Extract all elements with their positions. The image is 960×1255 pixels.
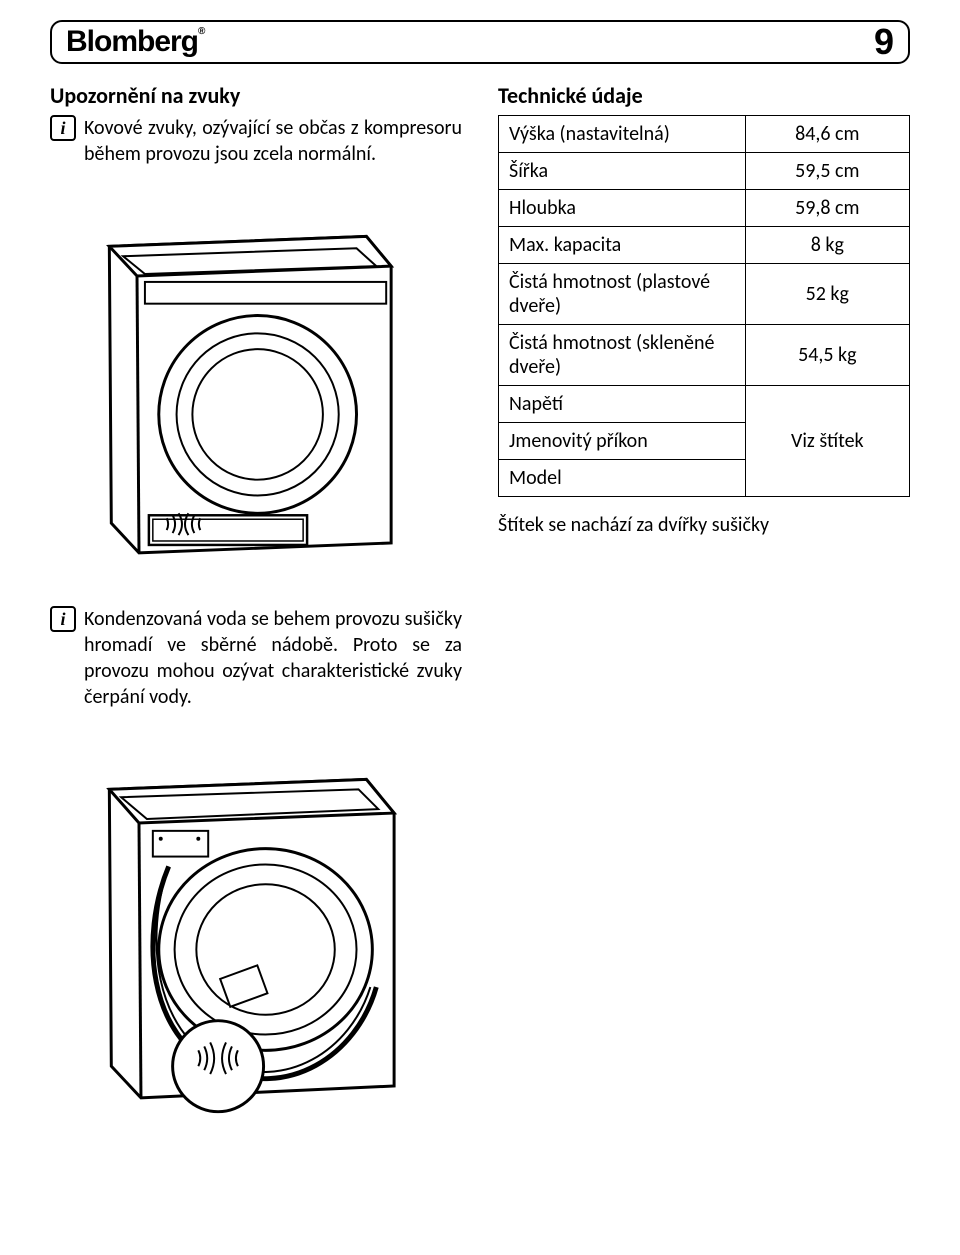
dryer-front-illustration	[50, 187, 446, 583]
table-row: Šířka 59,5 cm	[499, 153, 910, 190]
right-column: Technické údaje Výška (nastavitelná) 84,…	[498, 82, 910, 1148]
spec-label: Model	[499, 460, 746, 497]
spec-label: Jmenovitý příkon	[499, 423, 746, 460]
spec-value: 59,5 cm	[745, 153, 909, 190]
spec-label: Napětí	[499, 386, 746, 423]
info-note-1-text: Kovové zvuky, ozývající se občas z kompr…	[84, 115, 462, 167]
spec-label: Výška (nastavitelná)	[499, 116, 746, 153]
dryer-rear-illustration	[50, 730, 446, 1126]
table-row: Čistá hmotnost (plastové dveře) 52 kg	[499, 264, 910, 325]
tech-specs-table: Výška (nastavitelná) 84,6 cm Šířka 59,5 …	[498, 115, 910, 497]
label-location-caption: Štítek se nachází za dvířky sušičky	[498, 513, 910, 537]
spec-label: Čistá hmotnost (skleněné dveře)	[499, 325, 746, 386]
info-icon: i	[50, 606, 76, 632]
tech-specs-heading: Technické údaje	[498, 82, 910, 109]
table-row: Čistá hmotnost (skleněné dveře) 54,5 kg	[499, 325, 910, 386]
spec-value: 8 kg	[745, 227, 909, 264]
spec-value	[745, 460, 909, 497]
header-bar: Blomberg® 9	[50, 20, 910, 64]
table-row: Výška (nastavitelná) 84,6 cm	[499, 116, 910, 153]
registered-icon: ®	[198, 26, 204, 37]
info-icon: i	[50, 115, 76, 141]
spec-label: Šířka	[499, 153, 746, 190]
page-number: 9	[874, 21, 894, 63]
sound-notice-heading: Upozornění na zvuky	[50, 82, 462, 109]
spec-value: 84,6 cm	[745, 116, 909, 153]
spec-label: Max. kapacita	[499, 227, 746, 264]
spec-value: 59,8 cm	[745, 190, 909, 227]
table-row: Model	[499, 460, 910, 497]
spec-value: 52 kg	[745, 264, 909, 325]
info-note-2: i Kondenzovaná voda se behem provozu suš…	[50, 606, 462, 710]
table-row: Napětí	[499, 386, 910, 423]
table-row: Hloubka 59,8 cm	[499, 190, 910, 227]
table-row: Jmenovitý příkon Viz štítek	[499, 423, 910, 460]
spec-value: 54,5 kg	[745, 325, 909, 386]
spec-label: Čistá hmotnost (plastové dveře)	[499, 264, 746, 325]
table-row: Max. kapacita 8 kg	[499, 227, 910, 264]
info-note-1: i Kovové zvuky, ozývající se občas z kom…	[50, 115, 462, 167]
two-column-layout: Upozornění na zvuky i Kovové zvuky, ozýv…	[50, 82, 910, 1148]
spec-value: Viz štítek	[745, 423, 909, 460]
brand-text: Blomberg	[66, 25, 198, 58]
spec-value	[745, 386, 909, 423]
left-column: Upozornění na zvuky i Kovové zvuky, ozýv…	[50, 82, 462, 1148]
brand-logo: Blomberg®	[66, 27, 204, 57]
spec-label: Hloubka	[499, 190, 746, 227]
info-note-2-text: Kondenzovaná voda se behem provozu sušič…	[84, 606, 462, 710]
